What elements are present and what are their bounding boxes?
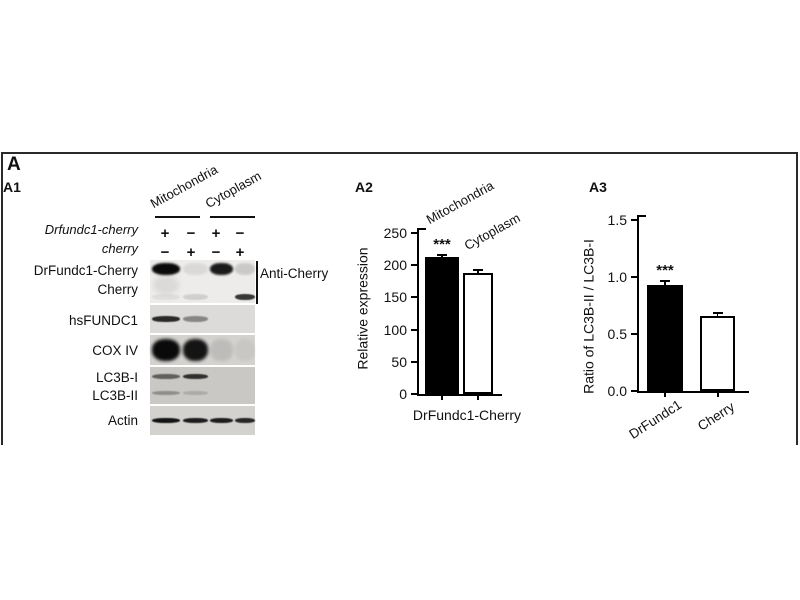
A3-x-tick [716,393,719,397]
wb-band-LC3B-II-lane1 [152,391,180,395]
A3-error-cap [712,312,723,314]
sign-r2-l4: + [235,244,245,261]
wb-band-Cherry-lane2 [183,294,208,300]
wb-band-COX IV-lane2 [183,339,208,361]
wb-band-COX IV-lane1 [152,339,180,361]
band-label-drfundc1-cherry: DrFundc1-Cherry [33,263,138,278]
A2-y-tick [411,296,417,299]
A3-y-tick [631,390,637,392]
A3-y-tick-label: 0.5 [607,326,627,342]
A3-x-tick [664,393,666,397]
A2-y-tick-label: 50 [391,353,407,370]
A2-y-axis [417,228,419,394]
sign-r1-l1: + [160,225,170,242]
A3-y-tick [631,219,637,221]
wb-band-DrFundc1-Cherry-lane2 [183,263,208,275]
A2-axis-top-cap [417,228,426,230]
A2-error-whisker [477,269,479,275]
band-label-coxiv: COX IV [92,343,138,358]
A2-y-tick [411,232,417,234]
wb-band-Actin-lane1 [152,418,180,423]
A3-error-cap [660,280,670,282]
A2-x-axis [417,394,502,396]
band-label-hsfundc1: hsFUNDC1 [68,313,138,328]
A3-bar-Cherry [700,315,735,391]
A2-bar-Mitochondria [425,257,459,394]
A3-y-tick-label: 0.0 [607,383,627,399]
wb-band-COX IV-lane3 [210,339,233,361]
A2-y-tick [411,328,417,331]
A3-y-tick [631,276,637,278]
A2-y-tick [411,360,417,363]
A2-y-tick-label: 100 [383,321,407,338]
band-label-actin: Actin [107,413,138,428]
wb-band-DrFundc1-Cherry-lane1 [152,263,180,275]
wb-band-LC3B-I-lane1 [152,374,180,379]
mitochondria-underline [155,216,200,218]
A2-y-tick-label: 0 [399,386,407,402]
A3-y-axis [637,215,639,391]
A2-y-tick-label: 200 [383,257,407,274]
wb-band-Cherry-lane1 [152,294,180,300]
A3-x-axis [637,391,749,393]
cytoplasm-underline [210,216,255,218]
panel-label-a3: A3 [589,179,607,195]
A3-bar-DrFundc1 [647,284,683,391]
band-label-lc3b-ii: LC3B-II [92,388,138,403]
anti-cherry-bracket [256,261,258,304]
A2-significance-stars: *** [433,236,451,254]
band-label-lc3b-i: LC3B-I [95,370,138,385]
A2-error-whisker [441,254,443,260]
panel-label-a1: A1 [3,179,21,195]
figure-border [1,152,798,445]
A2-x-tick [477,396,479,400]
A2-error-cap [437,254,447,256]
wb-band-COX IV-lane4 [235,339,255,361]
A2-y-tick-label: 150 [383,289,407,306]
band-label-cherry: Cherry [97,282,138,297]
A2-x-tick [441,396,443,400]
A3-error-whisker [664,280,666,287]
panel-label-a: A [7,154,21,175]
sign-r2-l3: − [211,244,221,261]
a2-x-axis-label: DrFundc1-Cherry [412,407,522,423]
blot-smear [153,276,179,294]
wb-band-DrFundc1-Cherry-lane3 [210,263,233,275]
blot-strip-lc3b [150,367,255,404]
wb-band-Actin-lane4 [235,418,255,423]
antibody-label: Anti-Cherry [260,266,329,281]
A3-y-tick-label: 1.0 [607,269,627,285]
sign-r2-l1: − [160,244,170,261]
wb-band-LC3B-II-lane2 [183,391,208,395]
sign-r1-l2: − [186,225,196,242]
sign-r2-l2: + [186,244,196,261]
sign-r1-l3: + [211,225,221,242]
A3-y-tick [631,333,637,335]
A3-error-whisker [716,312,719,318]
wb-band-hsFUNDC1-lane1 [152,316,180,322]
wb-band-LC3B-I-lane2 [183,374,208,379]
A2-bar-Cytoplasm [463,272,493,394]
panel-label-a2: A2 [355,179,373,195]
A3-axis-top-cap [637,215,646,217]
condition-label-cherry: cherry [101,241,138,256]
wb-band-hsFUNDC1-lane2 [183,316,208,322]
A3-significance-stars: *** [656,262,674,280]
A3-y-tick-label: 1.5 [607,212,627,228]
A2-y-tick [411,393,417,395]
condition-label-drfundc1-cherry: Drfundc1-cherry [44,222,138,237]
wb-band-DrFundc1-Cherry-lane4 [235,263,255,275]
A2-error-cap [473,269,483,271]
sign-r1-l4: − [235,225,245,242]
wb-band-Actin-lane2 [183,418,208,423]
A2-y-tick-label: 250 [383,225,407,241]
wb-band-Cherry-lane4 [235,294,255,300]
A2-y-tick [411,264,417,267]
wb-band-Actin-lane3 [210,418,233,423]
